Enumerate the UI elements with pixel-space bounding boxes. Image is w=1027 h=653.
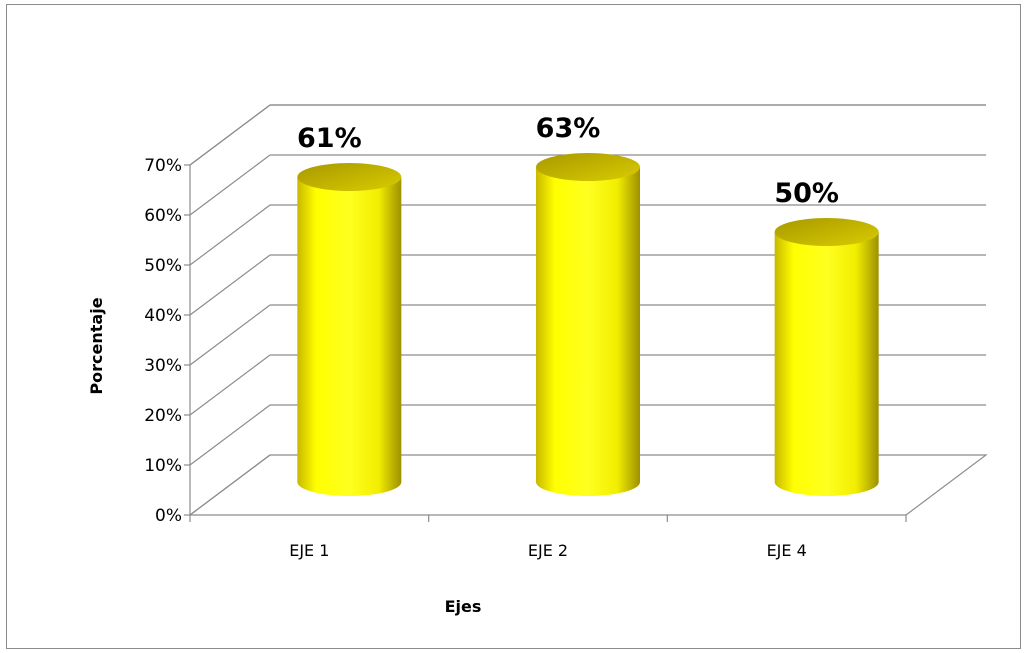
bar-body bbox=[536, 167, 640, 496]
bar-body bbox=[297, 177, 402, 497]
x-axis-title: Ejes bbox=[445, 597, 482, 616]
bar bbox=[774, 218, 879, 496]
gridline-diagonal bbox=[189, 204, 271, 266]
gridline-diagonal bbox=[189, 454, 271, 516]
bar-body bbox=[774, 232, 879, 496]
bars: 61% 63% 50% bbox=[297, 113, 879, 497]
y-tick-label: 10% bbox=[144, 456, 182, 476]
y-tick-label: 50% bbox=[144, 256, 182, 276]
gridline-diagonal bbox=[189, 254, 271, 316]
gridline-diagonal bbox=[189, 154, 271, 216]
y-tick-label: 60% bbox=[144, 206, 182, 226]
x-tick-label: EJE 1 bbox=[289, 541, 329, 560]
bar-top bbox=[536, 153, 640, 181]
gridline-diagonal bbox=[189, 404, 271, 466]
y-tick-label: 20% bbox=[144, 406, 182, 426]
y-axis-title: Porcentaje bbox=[87, 297, 106, 394]
bar bbox=[536, 153, 640, 496]
axes: 0% 10% 20% 30% 40% 50% 60% 70% EJE 1 EJE 2 EJE 4 bbox=[144, 156, 907, 560]
x-tick-label: EJE 2 bbox=[528, 541, 568, 560]
y-tick-label: 40% bbox=[144, 306, 182, 326]
y-tick-label: 70% bbox=[144, 156, 182, 176]
bar-top bbox=[774, 218, 879, 246]
bar-top bbox=[297, 163, 402, 191]
gridline-diagonal bbox=[189, 354, 271, 416]
gridline-diagonal bbox=[189, 304, 271, 366]
data-label: 63% bbox=[536, 113, 601, 144]
data-label: 61% bbox=[297, 123, 362, 154]
x-tick-label: EJE 4 bbox=[767, 541, 807, 560]
gridline-diagonal bbox=[189, 104, 271, 166]
y-tick-label: 0% bbox=[155, 506, 182, 526]
data-label: 50% bbox=[774, 178, 839, 209]
y-tick-label: 30% bbox=[144, 356, 182, 376]
bar bbox=[297, 163, 402, 497]
